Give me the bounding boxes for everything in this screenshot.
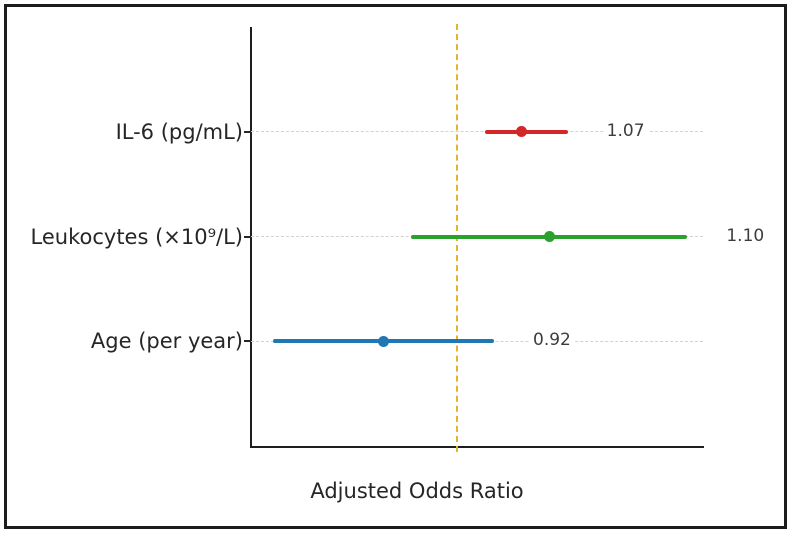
odds-ratio-value-label: 1.07 [603, 120, 648, 142]
row-category-label: Leukocytes (×10⁹/L) [30, 224, 243, 249]
row-category-label: Age (per year) [90, 329, 243, 354]
odds-ratio-value-label: 0.92 [530, 330, 574, 352]
x-axis-spine [250, 446, 704, 448]
odds-ratio-value-label: 1.10 [723, 225, 768, 247]
figure-border [4, 4, 787, 529]
y-axis-tick [244, 340, 251, 343]
odds-ratio-point-marker [378, 335, 390, 347]
x-axis-label: Adjusted Odds Ratio [310, 479, 524, 503]
y-axis-spine [250, 27, 252, 448]
row-category-label: IL-6 (pg/mL) [115, 119, 243, 144]
y-axis-tick [244, 235, 251, 238]
odds-ratio-point-marker [543, 231, 555, 242]
row-gridline [251, 131, 703, 133]
odds-ratio-point-marker [516, 126, 528, 138]
y-axis-tick [244, 130, 251, 133]
